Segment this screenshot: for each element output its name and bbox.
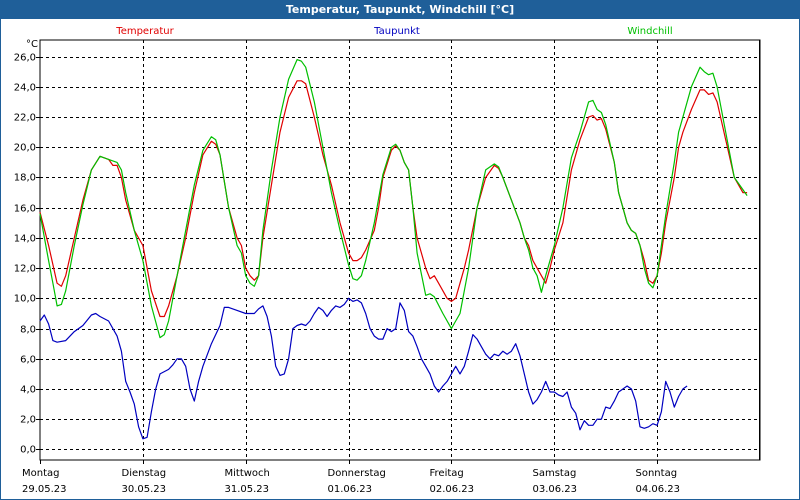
series-line-taupunkt [39, 297, 688, 440]
x-tick-day-label: Montag [22, 468, 59, 479]
legend: Temperatur Windchill Taupunkt [115, 26, 672, 37]
y-tick-label: 0,0 [20, 445, 36, 456]
x-tick-date-label: 31.05.23 [225, 484, 270, 495]
legend-entry-taupunkt: Taupunkt [373, 26, 420, 37]
x-tick-day-label: Mittwoch [225, 468, 270, 479]
x-tick-day-label: Samstag [533, 468, 577, 479]
series-lines [39, 59, 748, 440]
x-tick-day-label: Donnerstag [328, 468, 386, 479]
y-tick-label: 4,0 [20, 385, 36, 396]
x-tick-day-label: Freitag [430, 468, 464, 479]
legend-entry-windchill: Windchill [627, 26, 672, 37]
x-tick-date-label: 01.06.23 [328, 484, 373, 495]
x-tick-date-label: 02.06.23 [430, 484, 475, 495]
y-tick-label: 26,0 [14, 53, 36, 64]
y-tick-label: 20,0 [14, 143, 36, 154]
y-tick-label: 18,0 [14, 173, 36, 184]
plot-frame [39, 39, 761, 461]
x-tick-day-label: Sonntag [636, 468, 678, 479]
x-tick-date-label: 30.05.23 [122, 484, 167, 495]
x-tick-date-label: 03.06.23 [533, 484, 578, 495]
y-axis-unit-label: °C [26, 39, 38, 50]
legend-entry-temperatur: Temperatur [115, 26, 174, 37]
chart-title: Temperatur, Taupunkt, Windchill [°C] [0, 0, 800, 19]
y-tick-label: 24,0 [14, 83, 36, 94]
x-tick-date-label: 29.05.23 [22, 484, 67, 495]
grid [40, 40, 760, 460]
y-tick-label: 2,0 [20, 415, 36, 426]
y-axis-labels: 0,0 2,0 4,0 6,0 8,0 10,0 12,0 14,0 16,0 18,0 20,0 2… [14, 53, 36, 456]
series-line-windchill [39, 59, 748, 339]
x-tick-day-label: Dienstag [122, 468, 167, 479]
y-tick-label: 8,0 [20, 325, 36, 336]
y-tick-label: 10,0 [14, 294, 36, 305]
x-tick-date-label: 04.06.23 [636, 484, 681, 495]
y-tick-label: 12,0 [14, 264, 36, 275]
y-tick-label: 22,0 [14, 113, 36, 124]
x-axis-labels: Montag 29.05.23 Dienstag 30.05.23 Mittwoch 31… [22, 468, 680, 495]
axes [36, 39, 761, 464]
y-tick-label: 6,0 [20, 355, 36, 366]
y-tick-label: 16,0 [14, 204, 36, 215]
y-tick-label: 14,0 [14, 234, 36, 245]
series-line-temperatur [39, 80, 748, 318]
